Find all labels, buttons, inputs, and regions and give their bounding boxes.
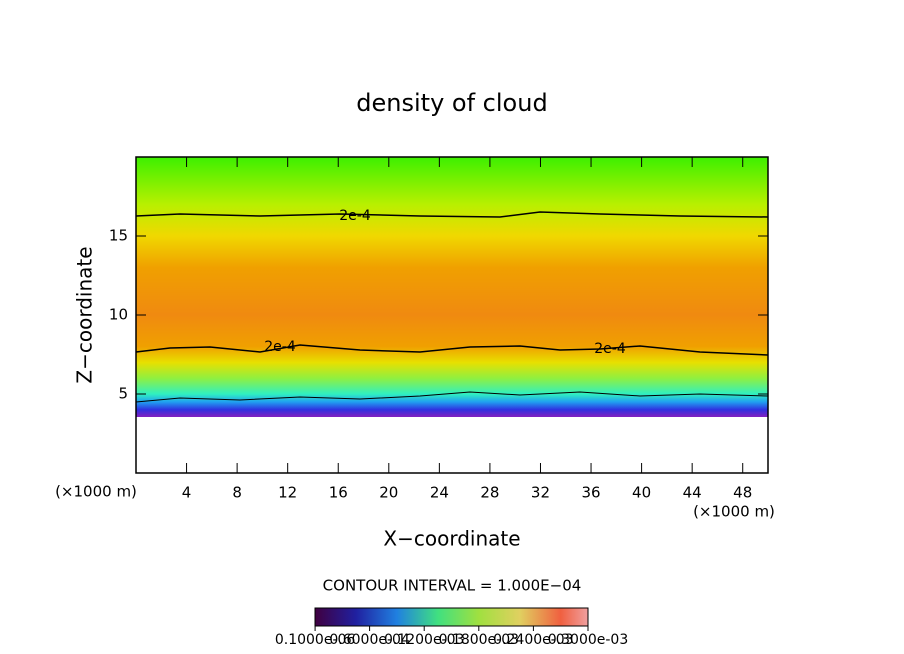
contour-line <box>135 391 769 403</box>
x-tick-label: 28 <box>480 484 499 502</box>
x-tick-label: 24 <box>430 484 449 502</box>
x-tick-label: 8 <box>232 484 242 502</box>
chart-title: density of cloud <box>356 89 547 117</box>
plot-area <box>135 156 769 474</box>
x-tick-label: 44 <box>683 484 702 502</box>
y-tick-label: 10 <box>109 306 128 324</box>
contour-line <box>135 344 769 356</box>
x-unit: (×1000 m) <box>693 503 775 521</box>
contour-label: 2e-4 <box>594 341 626 357</box>
x-tick-label: 16 <box>329 484 348 502</box>
colorbar-label: 0.1200e-03 <box>384 632 464 648</box>
y-tick-label: 5 <box>118 385 128 403</box>
colorbar-label: 0.3000e-03 <box>548 632 628 648</box>
y-axis-label: Z−coordinate <box>73 246 97 383</box>
colorbar-label: 0.6000e-04 <box>329 632 410 648</box>
colorbar <box>314 607 589 627</box>
x-tick-label: 40 <box>632 484 651 502</box>
colorbar-label: 0.1800e-03 <box>439 632 519 648</box>
colorbar-label: 0.1000e-06 <box>275 632 356 648</box>
x-unit: (×1000 m) <box>55 483 137 501</box>
field <box>136 157 768 473</box>
x-tick-label: 32 <box>531 484 550 502</box>
contour-label: 2e-4 <box>339 208 371 224</box>
contour-line <box>135 211 769 218</box>
x-axis-label: X−coordinate <box>383 527 520 551</box>
contour-interval: CONTOUR INTERVAL = 1.000E−04 <box>323 577 582 595</box>
x-tick-label: 20 <box>379 484 398 502</box>
x-tick-label: 48 <box>733 484 752 502</box>
x-tick-label: 4 <box>182 484 192 502</box>
y-tick-label: 15 <box>109 227 128 245</box>
x-tick-label: 12 <box>278 484 297 502</box>
colorbar-label: 0.2400e-03 <box>493 632 573 648</box>
contour-label: 2e-4 <box>264 339 296 355</box>
x-tick-label: 36 <box>581 484 600 502</box>
